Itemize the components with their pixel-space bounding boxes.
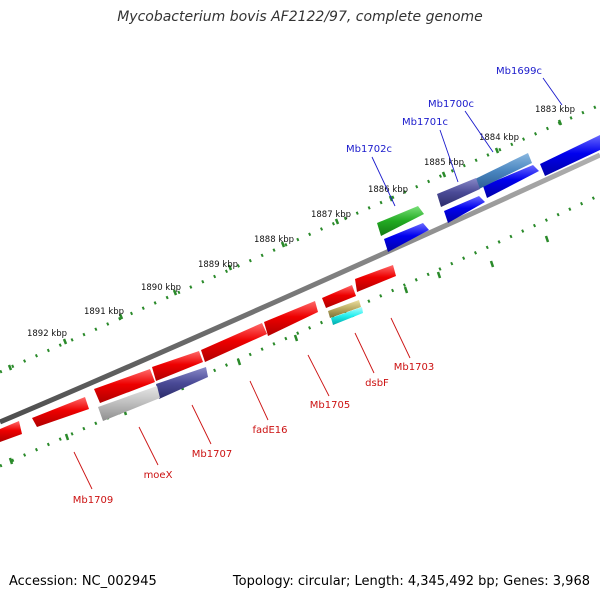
gene-label[interactable]: Mb1700c (428, 99, 474, 110)
gene-label[interactable]: Mb1699c (496, 66, 542, 77)
gene-label[interactable]: Mb1702c (346, 144, 392, 155)
major-tick (8, 457, 14, 465)
leader-line (371, 156, 396, 207)
major-tick (64, 433, 70, 441)
gene-arrow[interactable] (201, 323, 267, 362)
gene-arrow[interactable] (98, 386, 160, 421)
reverse-gene-labels: Mb1703 dsbF Mb1705 fadE16 Mb1707 moeX Mb… (73, 362, 434, 506)
gene-arrow[interactable] (444, 196, 485, 223)
scale-label: 1891 kbp (84, 307, 124, 317)
genome-summary-text: Topology: circular; Length: 4,345,492 bp… (232, 574, 590, 589)
inner-tick-ring (0, 193, 600, 468)
gene-arrow[interactable] (437, 178, 480, 207)
accession-text: Accession: NC_002945 (9, 574, 157, 589)
leader-line (542, 77, 563, 106)
major-tick (236, 358, 242, 366)
forward-strand-genes (377, 135, 600, 252)
gene-arrow[interactable] (264, 301, 318, 336)
leader-line (354, 332, 375, 374)
gene-label[interactable]: Mb1703 (394, 362, 434, 373)
scale-label: 1889 kbp (198, 260, 238, 270)
inner-tick-dots (0, 193, 600, 468)
leader-line (191, 404, 212, 445)
scale-label: 1884 kbp (479, 133, 519, 143)
scale-label: 1890 kbp (141, 283, 181, 293)
leader-lines (73, 77, 563, 490)
major-tick (436, 271, 442, 279)
forward-gene-labels: Mb1699c Mb1700c Mb1701c Mb1702c (346, 66, 542, 155)
gene-arrow[interactable] (94, 369, 155, 403)
leader-line (307, 354, 330, 397)
gene-arrow[interactable] (483, 165, 539, 198)
gene-arrow[interactable] (328, 300, 361, 318)
leader-line (390, 317, 411, 359)
major-tick (557, 119, 563, 126)
scale-label: 1885 kbp (424, 158, 464, 168)
gene-arrow[interactable] (0, 421, 22, 442)
inner-major-ticks (8, 235, 550, 465)
gene-label[interactable]: fadE16 (252, 425, 287, 436)
major-tick (544, 235, 550, 243)
gene-label[interactable]: Mb1701c (402, 117, 448, 128)
gene-label[interactable]: moeX (144, 470, 173, 481)
scale-label: 1887 kbp (311, 210, 351, 220)
leader-line (249, 380, 269, 421)
gene-label[interactable]: Mb1705 (310, 400, 350, 411)
scale-label: 1892 kbp (27, 329, 67, 339)
scale-label: 1886 kbp (368, 185, 408, 195)
gene-arrow[interactable] (355, 265, 396, 292)
leader-line (138, 426, 159, 466)
gene-arrow[interactable] (322, 285, 356, 308)
outer-major-ticks (7, 119, 563, 371)
map-title: Mycobacterium bovis AF2122/97, complete … (117, 9, 483, 25)
major-tick (118, 313, 124, 320)
gene-arrow[interactable] (475, 153, 532, 189)
reverse-strand-genes (0, 265, 396, 442)
leader-line (464, 110, 494, 153)
gene-arrow[interactable] (32, 397, 89, 427)
scale-label: 1883 kbp (535, 105, 575, 115)
outer-tick-ring (0, 103, 600, 374)
major-tick (334, 218, 340, 225)
gene-arrow[interactable] (156, 367, 208, 399)
gene-label[interactable]: Mb1707 (192, 449, 232, 460)
major-tick (62, 338, 68, 345)
scale-labels: 1883 kbp 1884 kbp 1885 kbp 1886 kbp 1887… (27, 105, 575, 339)
leader-line (73, 451, 93, 490)
major-tick (227, 264, 233, 271)
outer-tick-dots (0, 103, 600, 374)
gene-arrow[interactable] (331, 307, 363, 325)
gene-arrow[interactable] (384, 223, 429, 252)
scale-label: 1888 kbp (254, 235, 294, 245)
major-tick (293, 334, 299, 342)
major-tick (403, 286, 409, 294)
gene-label[interactable]: dsbF (365, 378, 389, 389)
major-tick (7, 364, 13, 371)
major-tick (280, 241, 286, 248)
leader-line (439, 129, 459, 183)
major-tick (172, 289, 178, 296)
gene-arrow[interactable] (540, 135, 600, 176)
major-tick (494, 147, 500, 154)
gene-arrow[interactable] (152, 351, 203, 381)
gene-label[interactable]: Mb1709 (73, 495, 113, 506)
genome-backbone (0, 152, 600, 425)
major-tick (489, 260, 495, 268)
major-tick (441, 171, 447, 178)
gene-arrow[interactable] (377, 206, 424, 236)
